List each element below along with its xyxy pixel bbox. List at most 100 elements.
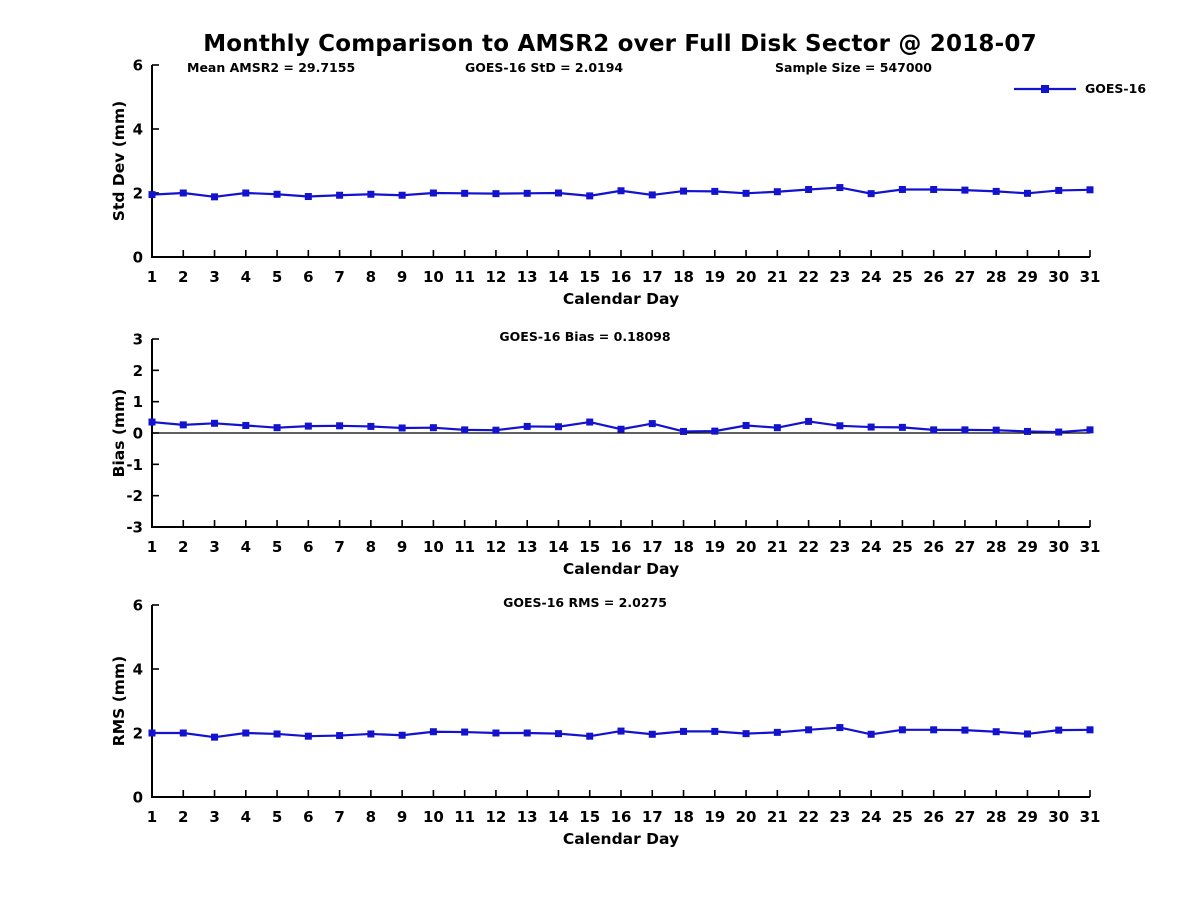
- y-tick-label: 4: [133, 121, 143, 139]
- data-point-marker: [242, 729, 250, 737]
- data-point-marker: [148, 418, 156, 426]
- x-axis-label: Calendar Day: [563, 290, 679, 308]
- data-point-marker: [930, 185, 938, 193]
- x-tick-label: 10: [423, 538, 444, 556]
- x-tick-label: 29: [1017, 538, 1038, 556]
- x-tick-label: 12: [485, 538, 506, 556]
- x-tick-label: 10: [423, 808, 444, 826]
- x-tick-label: 20: [736, 268, 757, 286]
- data-point-marker: [836, 184, 844, 192]
- data-point-marker: [367, 730, 375, 738]
- x-tick-label: 30: [1048, 808, 1069, 826]
- data-point-marker: [492, 190, 500, 198]
- legend-marker: [1041, 84, 1049, 93]
- y-axis-label: RMS (mm): [110, 656, 128, 746]
- data-point-marker: [179, 189, 187, 197]
- x-tick-label: 24: [861, 808, 882, 826]
- data-point-marker: [367, 422, 375, 430]
- data-point-marker: [523, 422, 531, 430]
- data-point-marker: [461, 189, 469, 197]
- data-point-marker: [1023, 730, 1031, 738]
- data-point-marker: [148, 729, 156, 737]
- x-tick-label: 15: [579, 808, 600, 826]
- x-tick-label: 23: [829, 268, 850, 286]
- x-tick-label: 6: [303, 538, 313, 556]
- data-point-marker: [211, 193, 219, 201]
- data-point-marker: [492, 426, 500, 434]
- x-tick-label: 4: [241, 808, 251, 826]
- x-tick-label: 28: [986, 268, 1007, 286]
- x-tick-label: 1: [147, 808, 157, 826]
- data-point-marker: [773, 728, 781, 736]
- x-tick-label: 7: [334, 268, 344, 286]
- x-tick-label: 5: [272, 808, 282, 826]
- data-point-marker: [898, 423, 906, 431]
- x-tick-label: 27: [954, 808, 975, 826]
- data-point-marker: [429, 189, 437, 197]
- x-tick-label: 13: [517, 538, 538, 556]
- x-tick-label: 8: [366, 538, 376, 556]
- data-point-marker: [867, 190, 875, 198]
- x-tick-label: 14: [548, 808, 569, 826]
- data-point-marker: [961, 726, 969, 734]
- data-point-marker: [429, 424, 437, 432]
- x-tick-label: 3: [209, 268, 219, 286]
- data-point-marker: [898, 185, 906, 193]
- data-point-marker: [304, 422, 312, 430]
- x-tick-label: 13: [517, 268, 538, 286]
- y-tick-label: 1: [133, 393, 143, 411]
- data-point-marker: [367, 190, 375, 198]
- data-point-marker: [273, 190, 281, 198]
- data-point-marker: [711, 187, 719, 195]
- x-tick-label: 7: [334, 538, 344, 556]
- data-point-marker: [554, 189, 562, 197]
- data-point-marker: [680, 727, 688, 735]
- x-tick-label: 19: [704, 808, 725, 826]
- x-tick-label: 31: [1080, 268, 1101, 286]
- data-point-marker: [742, 189, 750, 197]
- x-tick-label: 31: [1080, 538, 1101, 556]
- data-point-marker: [336, 422, 344, 430]
- x-tick-label: 10: [423, 268, 444, 286]
- y-tick-label: -3: [126, 519, 143, 537]
- x-tick-label: 5: [272, 268, 282, 286]
- annotation-sample-size: Sample Size = 547000: [775, 60, 932, 75]
- x-tick-label: 2: [178, 268, 188, 286]
- x-tick-label: 3: [209, 538, 219, 556]
- data-point-marker: [805, 726, 813, 734]
- x-tick-label: 6: [303, 268, 313, 286]
- data-point-marker: [586, 192, 594, 200]
- data-point-marker: [554, 730, 562, 738]
- data-point-marker: [805, 417, 813, 425]
- y-axis-label: Std Dev (mm): [110, 101, 128, 221]
- x-tick-label: 24: [861, 538, 882, 556]
- y-tick-label: 4: [133, 661, 143, 679]
- x-tick-label: 12: [485, 268, 506, 286]
- data-point-marker: [1055, 428, 1063, 436]
- data-point-marker: [461, 728, 469, 736]
- data-point-marker: [586, 418, 594, 426]
- x-tick-label: 26: [923, 268, 944, 286]
- data-point-marker: [273, 730, 281, 738]
- data-point-marker: [836, 724, 844, 732]
- x-tick-label: 8: [366, 268, 376, 286]
- x-tick-label: 16: [611, 268, 632, 286]
- x-tick-label: 25: [892, 538, 913, 556]
- data-point-marker: [398, 731, 406, 739]
- data-point-marker: [617, 425, 625, 433]
- y-tick-label: 2: [133, 185, 143, 203]
- data-point-marker: [617, 727, 625, 735]
- data-point-marker: [867, 730, 875, 738]
- x-tick-label: 22: [798, 808, 819, 826]
- data-point-marker: [930, 426, 938, 434]
- data-point-marker: [805, 185, 813, 193]
- x-tick-label: 20: [736, 808, 757, 826]
- x-tick-label: 13: [517, 808, 538, 826]
- data-point-marker: [773, 424, 781, 432]
- data-point-marker: [429, 728, 437, 736]
- x-tick-label: 19: [704, 268, 725, 286]
- x-tick-label: 23: [829, 808, 850, 826]
- data-point-marker: [1023, 189, 1031, 197]
